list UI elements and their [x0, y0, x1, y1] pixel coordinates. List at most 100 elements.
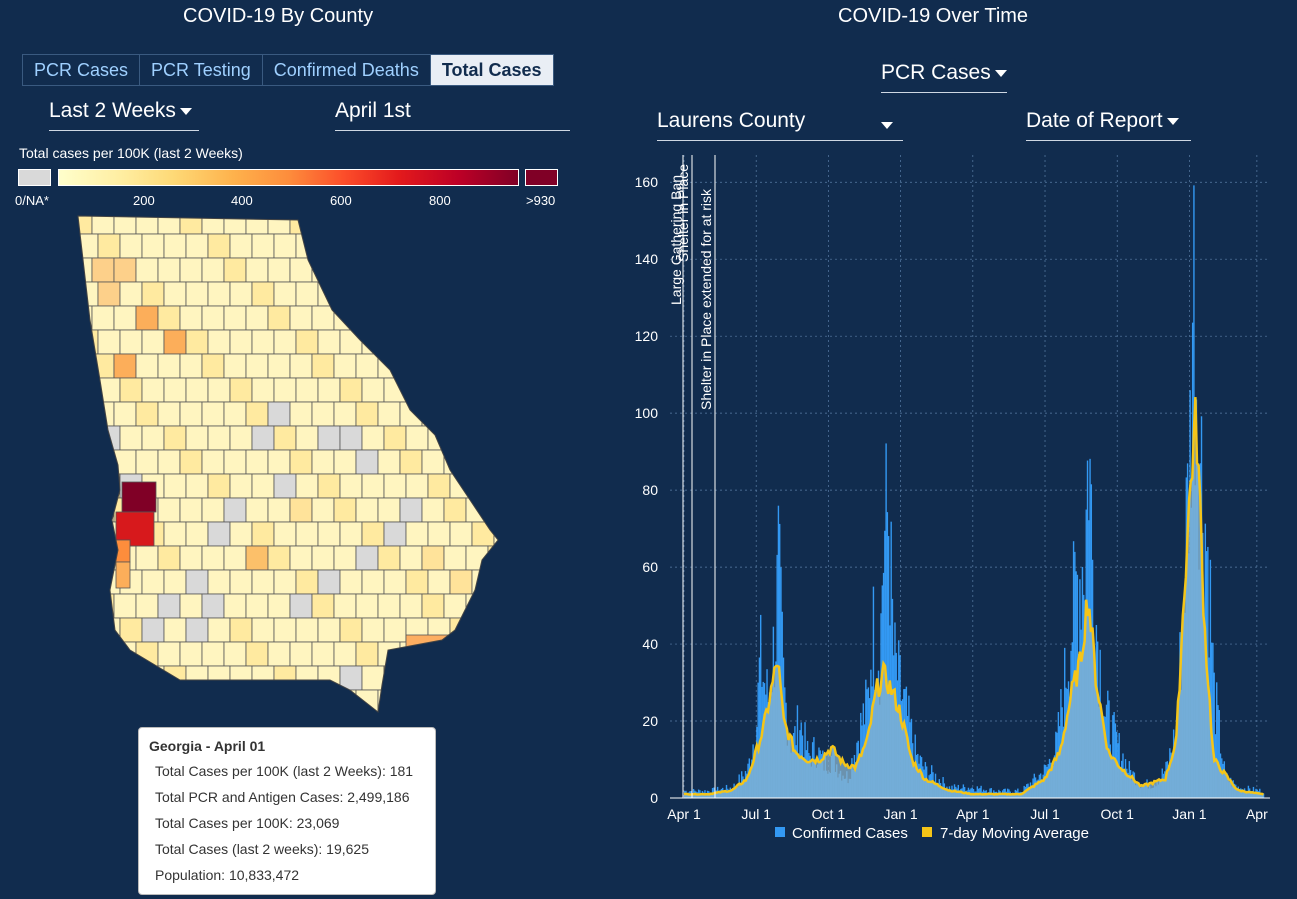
county[interactable] [493, 569, 510, 595]
county[interactable] [399, 210, 423, 235]
county[interactable] [201, 545, 225, 571]
county[interactable] [493, 281, 510, 307]
county[interactable] [295, 425, 319, 451]
county[interactable] [421, 641, 445, 667]
county[interactable] [311, 257, 335, 283]
county[interactable] [70, 593, 93, 619]
county[interactable] [383, 329, 407, 355]
county[interactable] [449, 233, 473, 259]
county[interactable] [333, 257, 357, 283]
county[interactable] [70, 497, 93, 523]
county[interactable] [267, 545, 291, 571]
county[interactable] [295, 377, 319, 403]
county[interactable] [157, 257, 181, 283]
county[interactable] [487, 593, 510, 619]
county[interactable] [333, 497, 357, 523]
county[interactable] [245, 449, 269, 475]
county[interactable] [223, 305, 247, 331]
county[interactable] [273, 665, 297, 691]
county[interactable] [179, 593, 203, 619]
county[interactable] [405, 425, 429, 451]
county[interactable] [185, 233, 209, 259]
county[interactable] [361, 521, 385, 547]
county[interactable] [207, 665, 231, 691]
county[interactable] [70, 210, 93, 235]
county[interactable] [157, 641, 181, 667]
county[interactable] [207, 329, 231, 355]
county[interactable] [493, 329, 510, 355]
county[interactable] [185, 425, 209, 451]
county[interactable] [487, 689, 510, 714]
county[interactable] [377, 305, 401, 331]
county[interactable] [70, 449, 93, 475]
county[interactable] [135, 641, 159, 667]
county[interactable] [399, 305, 423, 331]
county[interactable] [157, 545, 181, 571]
county[interactable] [465, 545, 489, 571]
county[interactable] [421, 545, 445, 571]
county[interactable] [295, 665, 319, 691]
county[interactable] [421, 449, 445, 475]
county[interactable] [91, 641, 115, 667]
county[interactable] [317, 425, 341, 451]
county[interactable] [333, 401, 357, 427]
county[interactable] [427, 329, 451, 355]
county[interactable] [377, 689, 401, 714]
county[interactable] [251, 473, 275, 499]
county[interactable] [163, 521, 187, 547]
county[interactable] [223, 497, 247, 523]
county[interactable] [377, 401, 401, 427]
county[interactable] [311, 497, 335, 523]
county[interactable] [223, 641, 247, 667]
county[interactable] [201, 210, 225, 235]
county[interactable] [465, 257, 489, 283]
county[interactable] [399, 353, 423, 379]
county[interactable] [449, 665, 473, 691]
county[interactable] [135, 305, 159, 331]
county[interactable] [157, 593, 181, 619]
county[interactable] [311, 401, 335, 427]
county[interactable] [201, 401, 225, 427]
county[interactable] [383, 665, 407, 691]
county[interactable] [179, 497, 203, 523]
county[interactable] [361, 377, 385, 403]
county[interactable] [295, 617, 319, 643]
county[interactable] [317, 617, 341, 643]
county[interactable] [141, 329, 165, 355]
county[interactable] [443, 545, 467, 571]
county[interactable] [267, 257, 291, 283]
county[interactable] [493, 425, 510, 451]
county[interactable] [361, 425, 385, 451]
county[interactable] [157, 689, 181, 714]
county[interactable] [91, 210, 115, 235]
county[interactable] [289, 641, 313, 667]
county[interactable] [119, 425, 143, 451]
county[interactable] [471, 617, 495, 643]
county[interactable] [311, 641, 335, 667]
county[interactable] [201, 593, 225, 619]
county[interactable] [443, 497, 467, 523]
county[interactable] [317, 281, 341, 307]
county[interactable] [207, 473, 231, 499]
county[interactable] [163, 569, 187, 595]
county[interactable] [185, 617, 209, 643]
county[interactable] [223, 401, 247, 427]
county[interactable] [465, 449, 489, 475]
county[interactable] [361, 473, 385, 499]
county[interactable] [229, 233, 253, 259]
county[interactable] [339, 617, 363, 643]
tab-pcr-testing[interactable]: PCR Testing [140, 55, 263, 85]
county[interactable] [449, 521, 473, 547]
county[interactable] [399, 497, 423, 523]
county[interactable] [201, 641, 225, 667]
county[interactable] [229, 281, 253, 307]
county[interactable] [289, 593, 313, 619]
county[interactable] [333, 545, 357, 571]
county[interactable] [179, 257, 203, 283]
county[interactable] [421, 257, 445, 283]
county[interactable] [383, 569, 407, 595]
county[interactable] [179, 689, 203, 714]
county[interactable] [163, 665, 187, 691]
county[interactable] [383, 281, 407, 307]
county[interactable] [229, 665, 253, 691]
